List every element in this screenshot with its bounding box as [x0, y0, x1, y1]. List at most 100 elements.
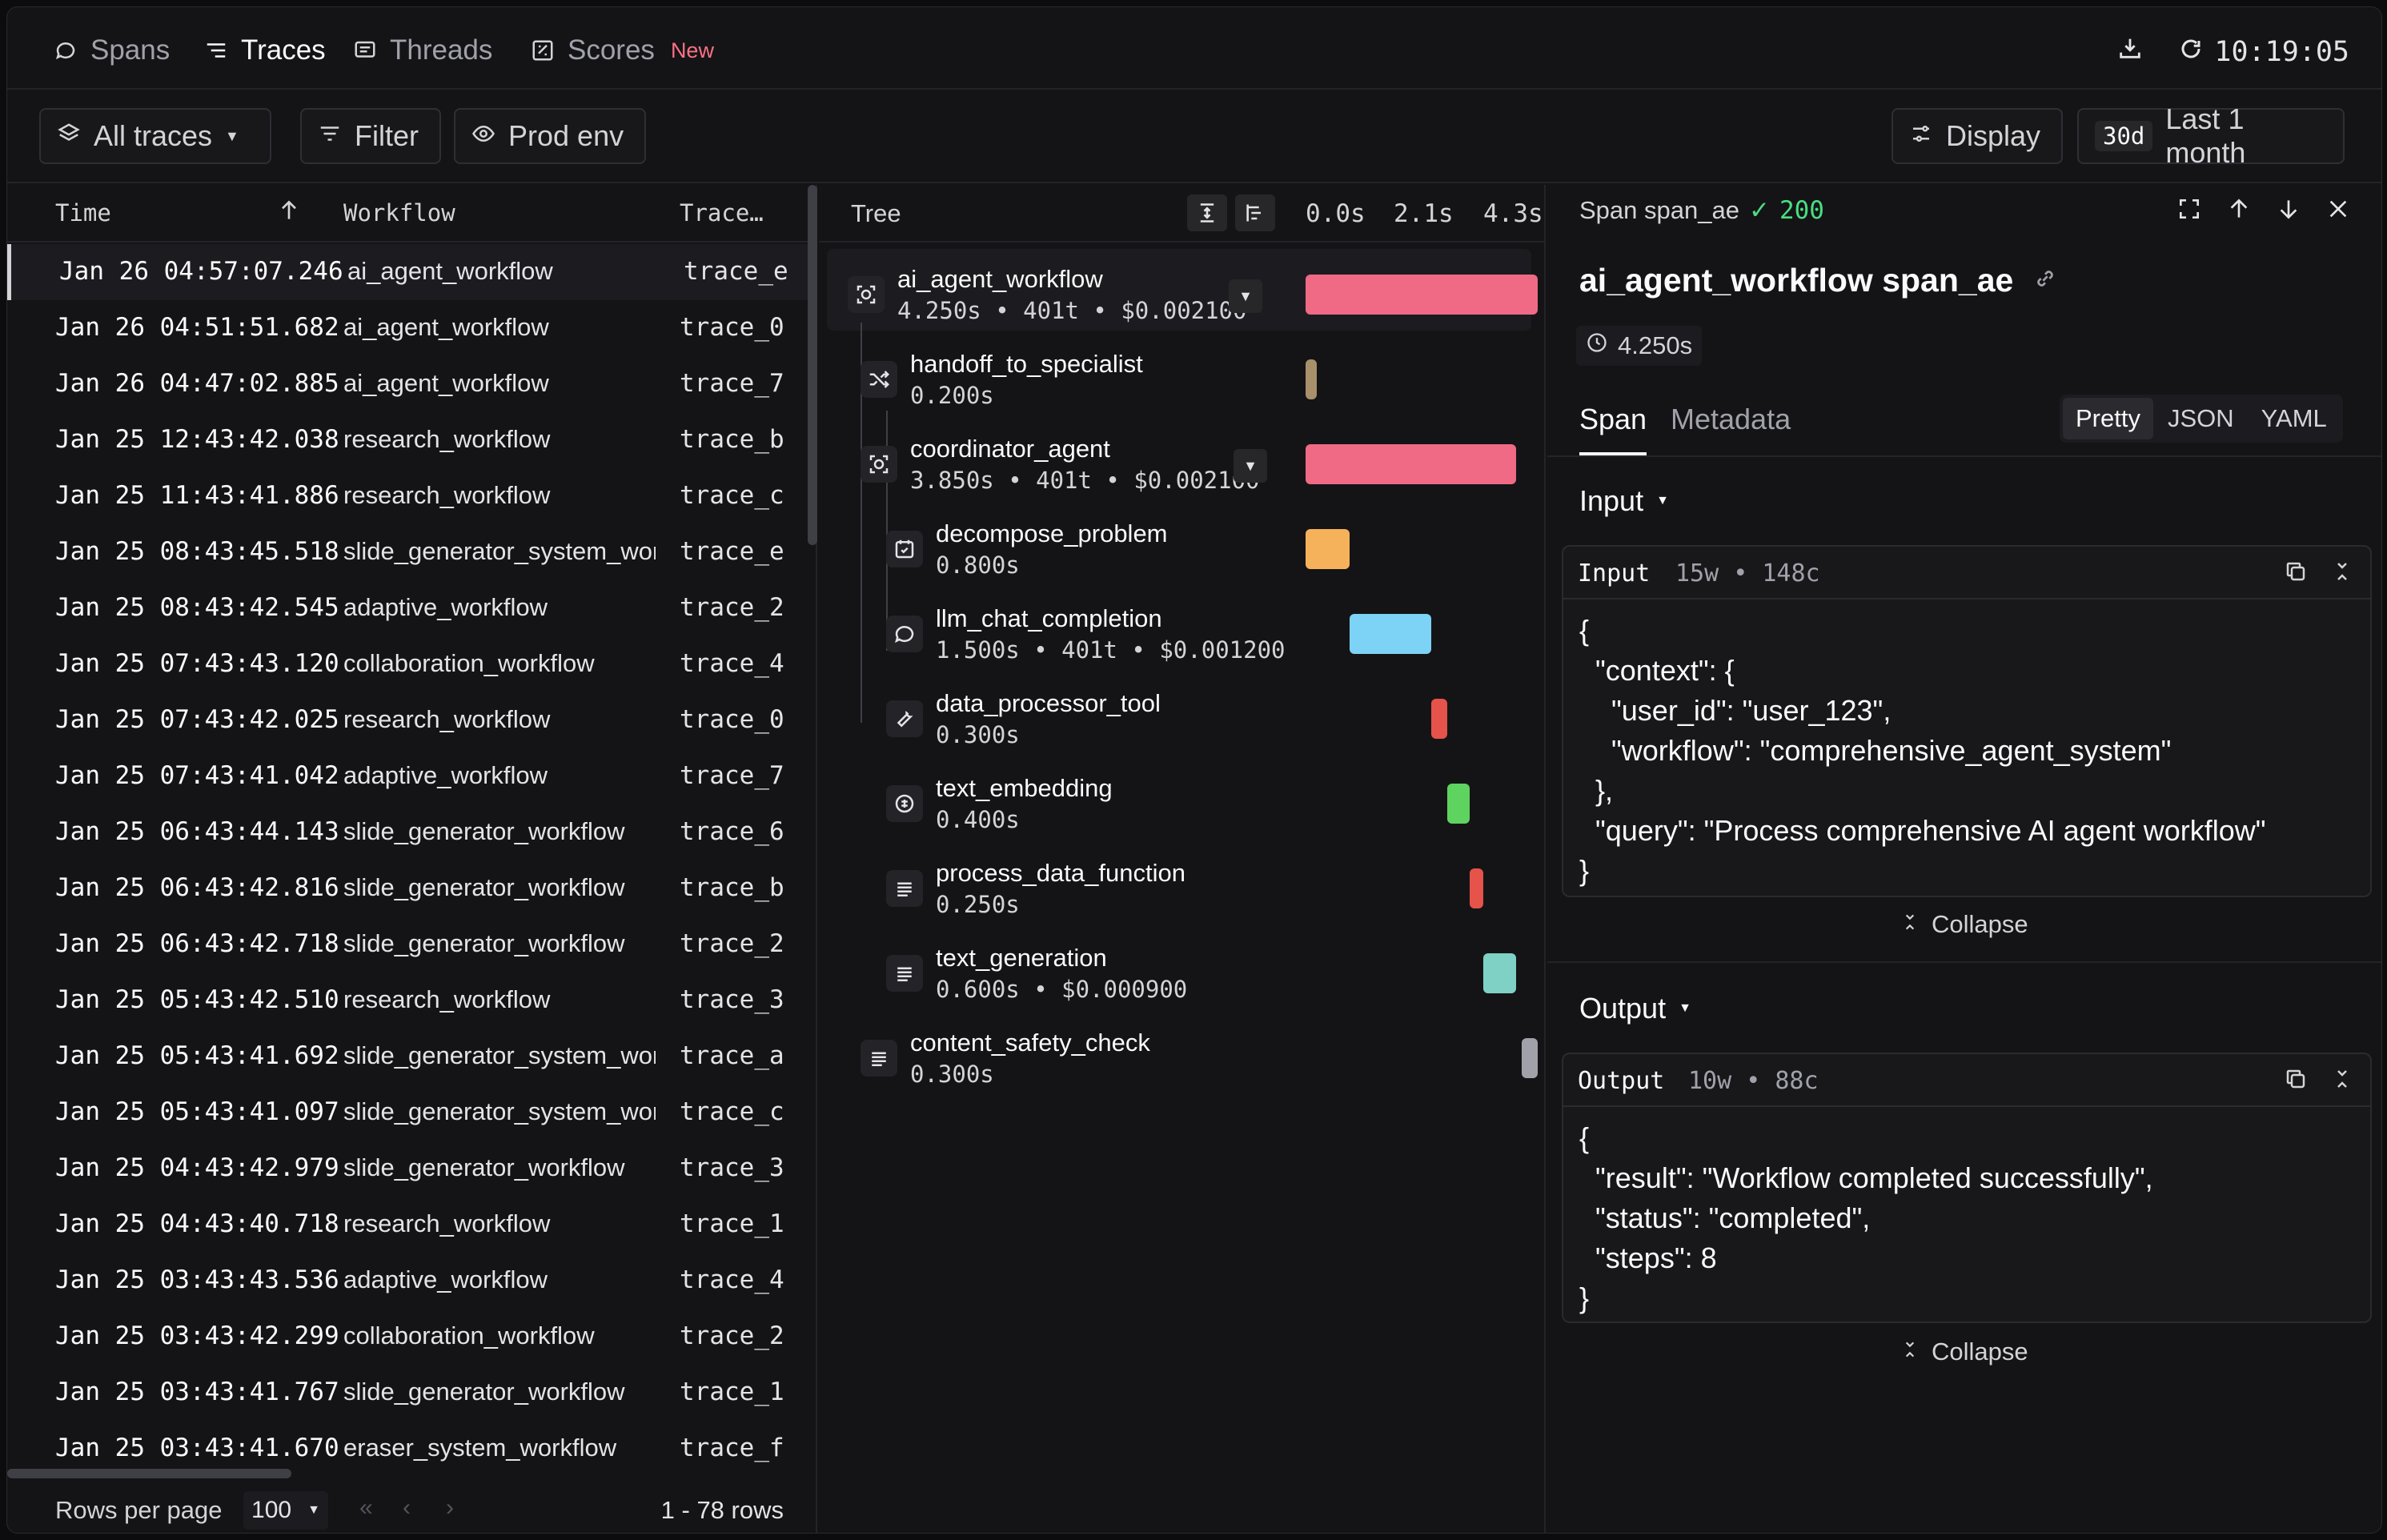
copy-icon[interactable]	[2284, 1067, 2308, 1097]
column-header-trace[interactable]: Trace…	[680, 199, 764, 227]
arrow-up-icon[interactable]	[2226, 196, 2252, 226]
table-row[interactable]: Jan 25 03:43:41.670 eraser_system_workflo…	[7, 1421, 808, 1477]
tab-span[interactable]: Span	[1579, 403, 1647, 436]
tab-threads[interactable]: Threads	[351, 31, 492, 70]
format-yaml[interactable]: YAML	[2261, 404, 2327, 432]
expand-toggle-icon[interactable]: ▼	[1229, 279, 1262, 313]
timeline-bar[interactable]	[1482, 953, 1516, 993]
table-row[interactable]: Jan 25 05:43:41.692 slide_generator_syste…	[7, 1029, 808, 1085]
table-row[interactable]: Jan 25 06:43:42.816 slide_generator_workf…	[7, 860, 808, 916]
horizontal-scrollbar[interactable]	[7, 1469, 291, 1478]
output-collapse-button[interactable]: Collapse	[1900, 1337, 2028, 1366]
expand-all-icon[interactable]	[1187, 195, 1227, 231]
input-section-toggle[interactable]: Input ▼	[1579, 484, 1669, 518]
timeline-bar[interactable]	[1521, 1038, 1538, 1078]
all-traces-dropdown[interactable]: All traces ▼	[39, 108, 271, 164]
input-collapse-button[interactable]: Collapse	[1900, 910, 2028, 939]
row-workflow: research_workflow	[343, 481, 551, 509]
table-row[interactable]: Jan 25 07:43:43.120 collaboration_workflo…	[7, 636, 808, 692]
link-icon[interactable]	[2032, 262, 2058, 299]
row-time: Jan 25 06:43:42.816	[55, 873, 339, 902]
refresh-button[interactable]: 10:19:05	[2179, 36, 2349, 68]
timeline-bar[interactable]	[1306, 359, 1317, 399]
tree-node[interactable]: decompose_problem 0.800s	[886, 511, 1334, 585]
expand-toggle-icon[interactable]: ▼	[1234, 449, 1267, 483]
tree-node[interactable]: text_generation 0.600s • $0.000900	[886, 936, 1334, 1009]
copy-icon[interactable]	[2284, 559, 2308, 590]
column-header-workflow[interactable]: Workflow	[343, 199, 455, 227]
prev-page-icon[interactable]: ‹	[403, 1494, 411, 1521]
tree-node[interactable]: process_data_function 0.250s	[886, 851, 1334, 924]
tree-node[interactable]: llm_chat_completion 1.500s • 401t • $0.00…	[886, 596, 1334, 670]
tab-scores[interactable]: Scores New	[529, 31, 714, 70]
display-button[interactable]: Display	[1892, 108, 2063, 164]
table-row[interactable]: Jan 25 03:43:43.536 adaptive_workflow trac…	[7, 1253, 808, 1309]
table-row[interactable]: Jan 25 06:43:42.718 slide_generator_workf…	[7, 916, 808, 973]
row-time: Jan 25 05:43:42.510	[55, 985, 339, 1014]
first-page-icon[interactable]: «	[359, 1494, 373, 1521]
filter-icon	[318, 119, 342, 153]
table-row[interactable]: Jan 25 07:43:42.025 research_workflow trac…	[7, 692, 808, 748]
table-row[interactable]: Jan 26 04:51:51.682 ai_agent_workflow trac…	[7, 300, 808, 356]
span-header: Span span_ae ✓ 200	[1579, 196, 1824, 225]
tab-metadata[interactable]: Metadata	[1671, 403, 1791, 436]
timeline-bar[interactable]	[1469, 868, 1483, 908]
date-range-button[interactable]: 30d Last 1 month	[2077, 102, 2345, 169]
table-row[interactable]: Jan 25 08:43:45.518 slide_generator_syste…	[7, 524, 808, 580]
tree-node[interactable]: ai_agent_workflow 4.250s • 401t • $0.0021…	[848, 257, 1296, 331]
table-row[interactable]: Jan 26 04:47:02.885 ai_agent_workflow trac…	[7, 356, 808, 412]
output-code-header: Output 10w • 88c	[1563, 1054, 2370, 1107]
top-right-actions: 10:19:05	[2116, 34, 2349, 69]
collapse-icon[interactable]	[2330, 559, 2354, 590]
fullscreen-icon[interactable]	[2176, 196, 2202, 226]
timeline-bar[interactable]	[1447, 784, 1470, 824]
filter-button[interactable]: Filter	[300, 108, 441, 164]
tree-node[interactable]: content_safety_check 0.300s	[861, 1021, 1309, 1094]
table-row[interactable]: Jan 25 04:43:42.979 slide_generator_workf…	[7, 1141, 808, 1197]
output-section-toggle[interactable]: Output ▼	[1579, 992, 1691, 1025]
row-workflow: adaptive_workflow	[343, 593, 548, 621]
table-row[interactable]: Jan 25 12:43:42.038 research_workflow trac…	[7, 412, 808, 468]
table-row[interactable]: Jan 25 07:43:41.042 adaptive_workflow trac…	[7, 748, 808, 804]
table-row[interactable]: Jan 25 05:43:41.097 slide_generator_syste…	[7, 1085, 808, 1141]
sort-ascending-icon[interactable]	[276, 196, 302, 231]
table-row[interactable]: Jan 25 03:43:42.299 collaboration_workflo…	[7, 1309, 808, 1365]
collapse-icon[interactable]	[2330, 1067, 2354, 1097]
table-row[interactable]: Jan 25 05:43:42.510 research_workflow trac…	[7, 973, 808, 1029]
tree-node[interactable]: data_processor_tool 0.300s	[886, 681, 1334, 755]
tree-node[interactable]: text_embedding 0.400s	[886, 766, 1334, 840]
timeline-bar[interactable]	[1306, 529, 1350, 569]
table-row[interactable]: Jan 25 03:43:41.767 slide_generator_workf…	[7, 1365, 808, 1421]
row-trace-id: trace_e	[684, 257, 788, 286]
row-workflow: slide_generator_system_workflow	[343, 1097, 656, 1125]
table-row[interactable]: Jan 25 06:43:44.143 slide_generator_workf…	[7, 804, 808, 860]
arrow-down-icon[interactable]	[2276, 196, 2301, 226]
table-row[interactable]: Jan 25 11:43:41.886 research_workflow trac…	[7, 468, 808, 524]
timeline-view-icon[interactable]	[1235, 195, 1275, 231]
table-row[interactable]: Jan 25 04:43:40.718 research_workflow trac…	[7, 1197, 808, 1253]
rows-per-page-select[interactable]: 100 ▼	[243, 1491, 328, 1530]
timeline-bar[interactable]	[1306, 444, 1516, 484]
embedding-icon	[886, 785, 923, 822]
next-page-icon[interactable]: ›	[446, 1494, 454, 1521]
timeline-bar[interactable]	[1349, 614, 1431, 654]
vertical-scrollbar[interactable]	[808, 185, 817, 545]
table-row[interactable]: Jan 25 08:43:42.545 adaptive_workflow trac…	[7, 580, 808, 636]
row-trace-id: trace_e	[680, 537, 784, 566]
tab-label: Threads	[390, 34, 493, 66]
download-icon[interactable]	[2116, 34, 2144, 69]
timeline-bar[interactable]	[1306, 275, 1538, 315]
format-json[interactable]: JSON	[2167, 404, 2234, 432]
format-pretty[interactable]: Pretty	[2063, 398, 2153, 439]
tree-node[interactable]: handoff_to_specialist 0.200s	[861, 342, 1309, 415]
lines-icon	[886, 870, 923, 907]
input-code-header: Input 15w • 148c	[1563, 547, 2370, 600]
tab-spans[interactable]: Spans	[52, 31, 170, 70]
table-row[interactable]: Jan 26 04:57:07.246 ai_agent_workflow trac…	[7, 244, 808, 300]
column-header-time[interactable]: Time	[55, 199, 111, 227]
prod-env-button[interactable]: Prod env	[454, 108, 646, 164]
timeline-bar[interactable]	[1430, 699, 1448, 739]
tree-node[interactable]: coordinator_agent 3.850s • 401t • $0.0021…	[861, 427, 1309, 500]
close-icon[interactable]	[2325, 196, 2351, 226]
tab-traces[interactable]: Traces	[203, 31, 326, 70]
